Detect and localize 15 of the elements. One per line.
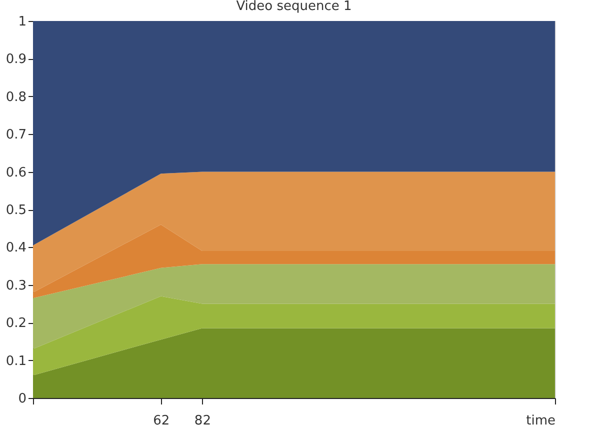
y-tick-label: 0.9 bbox=[6, 52, 26, 68]
y-tick-label: 0.1 bbox=[6, 354, 26, 369]
y-tick-label: 0 bbox=[18, 392, 26, 406]
y-tick-label: 0.6 bbox=[6, 165, 26, 180]
y-tick-label: 0.4 bbox=[6, 240, 26, 256]
y-tick-label: 0.8 bbox=[6, 90, 26, 105]
x-tick-label: 62 bbox=[153, 414, 170, 428]
y-tick-label: 0.3 bbox=[6, 278, 26, 294]
y-tick-label: 0.2 bbox=[6, 316, 26, 332]
y-tick-label: 1 bbox=[18, 14, 26, 30]
x-tick-label: time bbox=[526, 414, 556, 428]
x-tick-label: 82 bbox=[194, 414, 211, 428]
chart-title: Video sequence 1 bbox=[236, 0, 352, 14]
y-tick-label: 0.5 bbox=[6, 203, 26, 218]
y-tick-label: 0.7 bbox=[6, 128, 26, 143]
